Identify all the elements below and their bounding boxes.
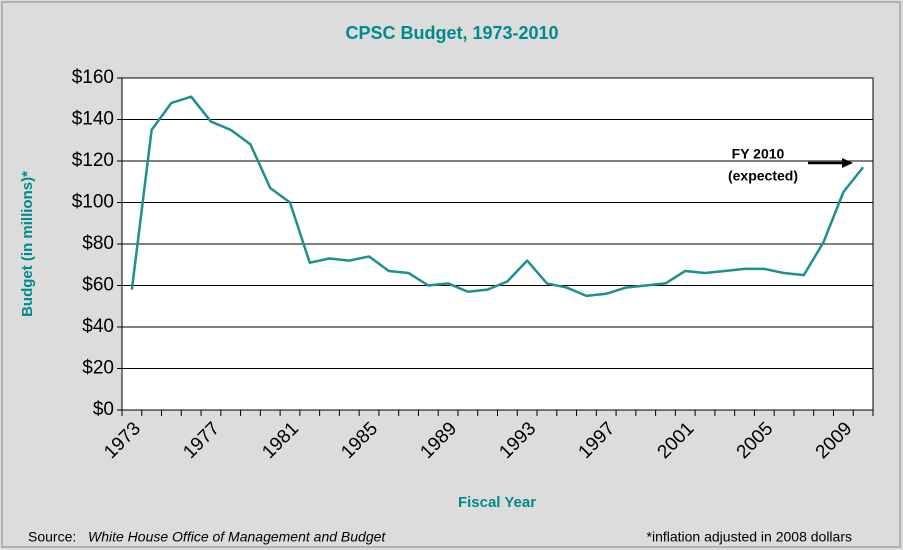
chart-title: CPSC Budget, 1973-2010 bbox=[345, 23, 558, 43]
y-tick-label: $40 bbox=[82, 316, 114, 337]
annotation: (expected) bbox=[728, 168, 798, 184]
source: White House Office of Management and Bud… bbox=[88, 529, 386, 545]
y-tick-label: $140 bbox=[72, 109, 114, 130]
y-tick-label: $80 bbox=[82, 233, 114, 254]
y-tick-label: $20 bbox=[82, 358, 114, 379]
y-tick-label: $120 bbox=[72, 150, 114, 171]
y-tick-label: $0 bbox=[93, 399, 114, 420]
source-prefix: Source: bbox=[28, 529, 76, 545]
y-axis-label: Budget (in millions)* bbox=[19, 171, 36, 317]
note: *inflation adjusted in 2008 dollars bbox=[647, 529, 852, 545]
data-line bbox=[130, 95, 865, 298]
y-tick-label: $160 bbox=[72, 67, 114, 88]
y-tick-label: $100 bbox=[72, 192, 114, 213]
annotation: FY 2010 bbox=[732, 146, 785, 162]
y-tick-label: $60 bbox=[82, 275, 114, 296]
x-axis-label: Fiscal Year bbox=[458, 494, 536, 511]
